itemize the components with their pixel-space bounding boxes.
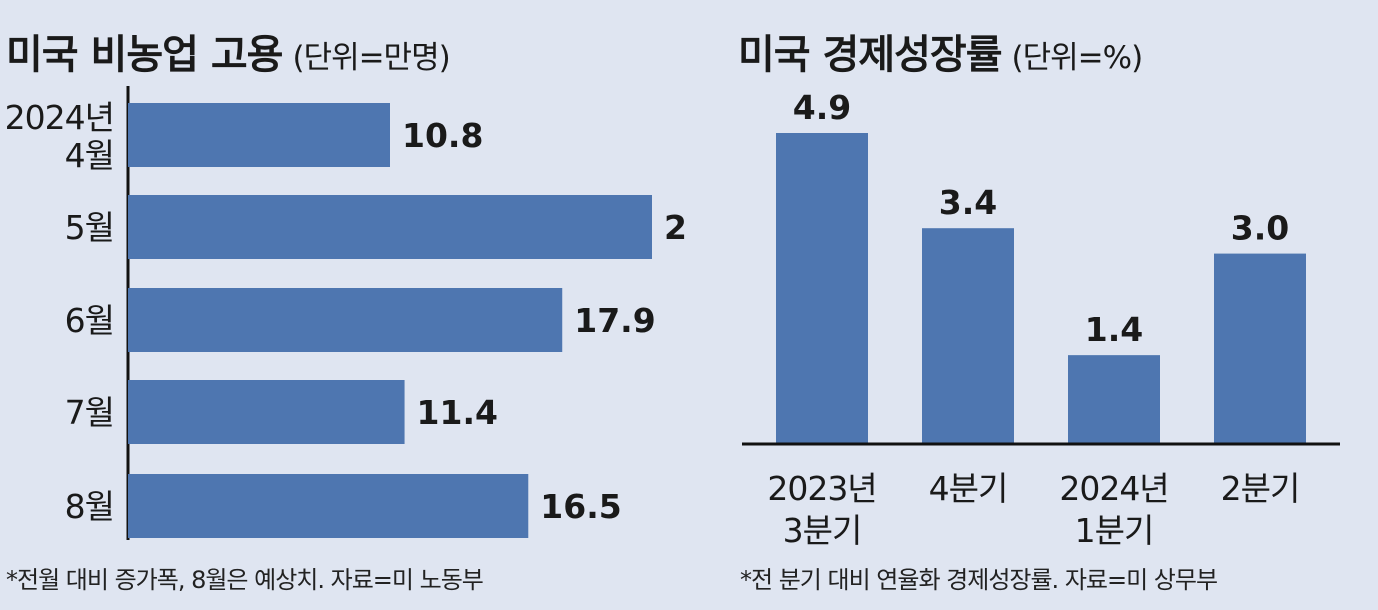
employment-value-label: 16.5 — [540, 487, 621, 526]
employment-unit-label: (단위=만명) — [292, 40, 450, 76]
growth-chart-title: 미국 경제성장률 (단위=%) — [738, 22, 1144, 80]
employment-category-label: 5월 — [65, 208, 114, 247]
employment-category-label: 2024년 — [5, 98, 114, 137]
growth-bar — [776, 133, 868, 444]
employment-value-label: 17.9 — [574, 301, 655, 340]
employment-value-label: 11.4 — [417, 393, 498, 432]
growth-category-label: 4분기 — [929, 469, 1008, 508]
employment-category-label: 8월 — [65, 487, 114, 526]
employment-category-label: 7월 — [65, 393, 114, 432]
growth-value-label: 3.0 — [1231, 209, 1289, 248]
growth-title-text: 미국 경제성장률 — [738, 32, 1003, 78]
employment-value-label: 21.6 — [664, 208, 690, 247]
growth-category-label: 1분기 — [1075, 511, 1154, 550]
employment-bar — [128, 288, 563, 352]
employment-category-label: 6월 — [65, 301, 114, 340]
growth-chart-panel: 미국 경제성장률 (단위=%) 4.9 2023년 3분기 3.4 4분기 1.4 2024년… — [690, 0, 1378, 610]
growth-category-label: 2024년 — [1059, 469, 1168, 508]
growth-footnote: *전 분기 대비 연율화 경제성장률. 자료=미 상무부 — [740, 566, 1218, 594]
employment-bar — [128, 380, 405, 444]
growth-category-label: 3분기 — [783, 511, 862, 550]
growth-value-label: 4.9 — [793, 88, 851, 127]
growth-bar — [922, 228, 1014, 444]
employment-title-text: 미국 비농업 고용 — [6, 32, 283, 78]
employment-footnote: *전월 대비 증가폭, 8월은 예상치. 자료=미 노동부 — [6, 566, 484, 594]
employment-value-label: 10.8 — [402, 116, 483, 155]
employment-bar — [128, 103, 390, 167]
growth-value-label: 3.4 — [939, 183, 997, 222]
growth-bar — [1214, 253, 1306, 444]
employment-bar — [128, 474, 529, 538]
growth-unit-label: (단위=%) — [1011, 40, 1144, 76]
employment-category-label: 4월 — [65, 136, 114, 175]
growth-category-label: 2분기 — [1221, 469, 1300, 508]
growth-value-label: 1.4 — [1085, 310, 1143, 349]
growth-bar — [1068, 355, 1160, 444]
employment-bar — [128, 195, 652, 259]
employment-chart-title: 미국 비농업 고용 (단위=만명) — [6, 22, 451, 80]
growth-category-label: 2023년 — [767, 469, 876, 508]
